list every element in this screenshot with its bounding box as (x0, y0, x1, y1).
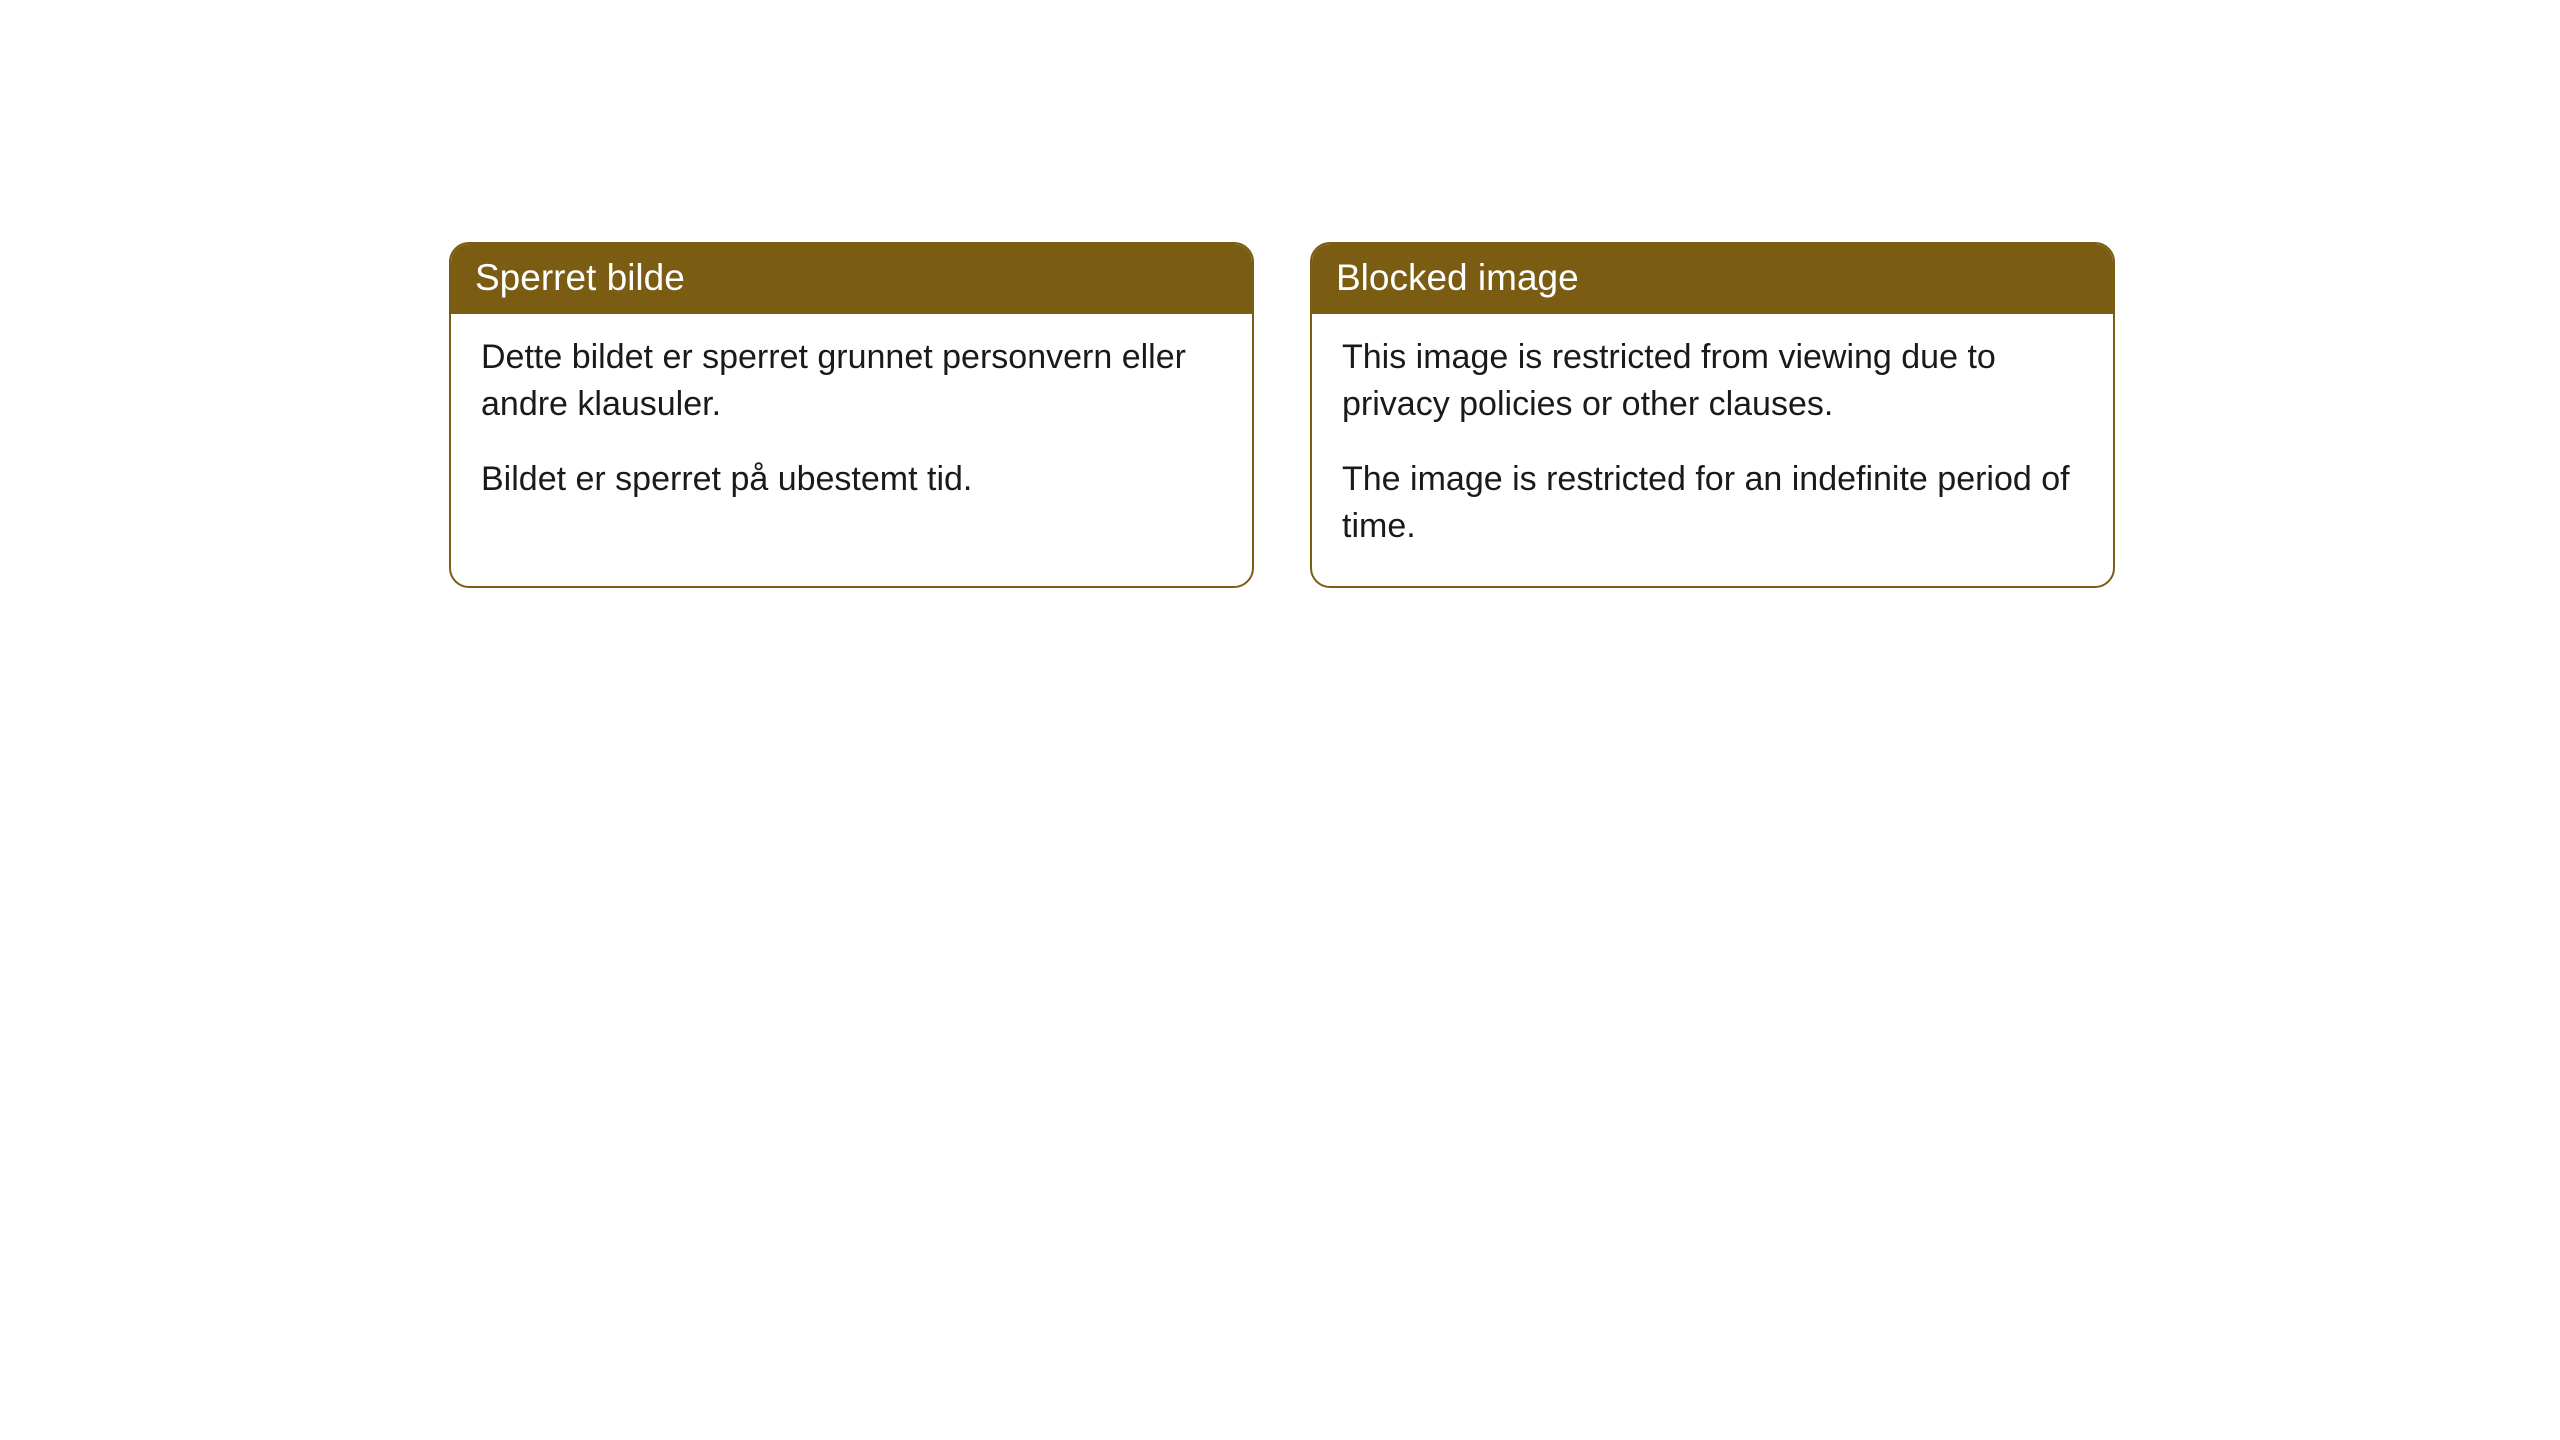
card-title-norwegian: Sperret bilde (451, 244, 1252, 314)
notice-card-english: Blocked image This image is restricted f… (1310, 242, 2115, 588)
card-paragraph: Bildet er sperret på ubestemt tid. (481, 456, 1222, 503)
card-paragraph: The image is restricted for an indefinit… (1342, 456, 2083, 550)
card-body-norwegian: Dette bildet er sperret grunnet personve… (451, 314, 1252, 539)
card-body-english: This image is restricted from viewing du… (1312, 314, 2113, 586)
card-title-english: Blocked image (1312, 244, 2113, 314)
card-paragraph: This image is restricted from viewing du… (1342, 334, 2083, 428)
notice-card-norwegian: Sperret bilde Dette bildet er sperret gr… (449, 242, 1254, 588)
notice-cards-container: Sperret bilde Dette bildet er sperret gr… (449, 242, 2115, 588)
card-paragraph: Dette bildet er sperret grunnet personve… (481, 334, 1222, 428)
